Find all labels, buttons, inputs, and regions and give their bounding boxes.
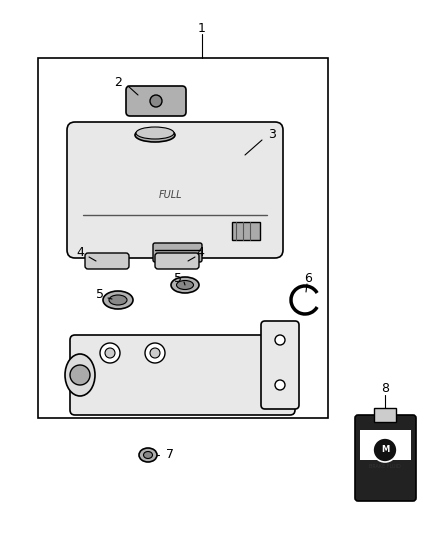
Ellipse shape	[136, 127, 174, 139]
Text: 5: 5	[96, 288, 104, 302]
FancyBboxPatch shape	[67, 122, 283, 258]
Ellipse shape	[103, 291, 133, 309]
FancyBboxPatch shape	[155, 253, 199, 269]
Text: M: M	[381, 446, 389, 455]
Ellipse shape	[65, 354, 95, 396]
Circle shape	[105, 348, 115, 358]
Circle shape	[100, 343, 120, 363]
FancyBboxPatch shape	[153, 243, 202, 262]
Text: 2: 2	[114, 76, 122, 88]
Bar	[38, 58, 328, 418]
Circle shape	[70, 365, 90, 385]
Circle shape	[150, 348, 160, 358]
Text: 3: 3	[268, 128, 276, 141]
Circle shape	[373, 438, 397, 462]
FancyBboxPatch shape	[261, 321, 299, 409]
Ellipse shape	[139, 448, 157, 462]
Bar	[360, 430, 411, 460]
Circle shape	[150, 95, 162, 107]
Circle shape	[275, 380, 285, 390]
FancyBboxPatch shape	[126, 86, 186, 116]
Ellipse shape	[177, 280, 194, 289]
FancyBboxPatch shape	[355, 415, 416, 501]
Text: BRAKE FLUID: BRAKE FLUID	[369, 464, 401, 469]
Text: 1: 1	[198, 21, 206, 35]
Ellipse shape	[171, 277, 199, 293]
FancyBboxPatch shape	[85, 253, 129, 269]
Text: 7: 7	[166, 448, 174, 462]
Bar	[232, 222, 260, 240]
Text: 8: 8	[381, 382, 389, 394]
Text: FULL: FULL	[158, 190, 182, 200]
Text: 5: 5	[174, 271, 182, 285]
Ellipse shape	[109, 295, 127, 305]
Text: 6: 6	[304, 271, 312, 285]
Text: 4: 4	[196, 246, 204, 260]
Text: 4: 4	[76, 246, 84, 260]
Ellipse shape	[144, 451, 152, 458]
Bar	[374, 408, 396, 422]
Circle shape	[145, 343, 165, 363]
Circle shape	[275, 335, 285, 345]
Ellipse shape	[135, 128, 175, 142]
FancyBboxPatch shape	[70, 335, 295, 415]
